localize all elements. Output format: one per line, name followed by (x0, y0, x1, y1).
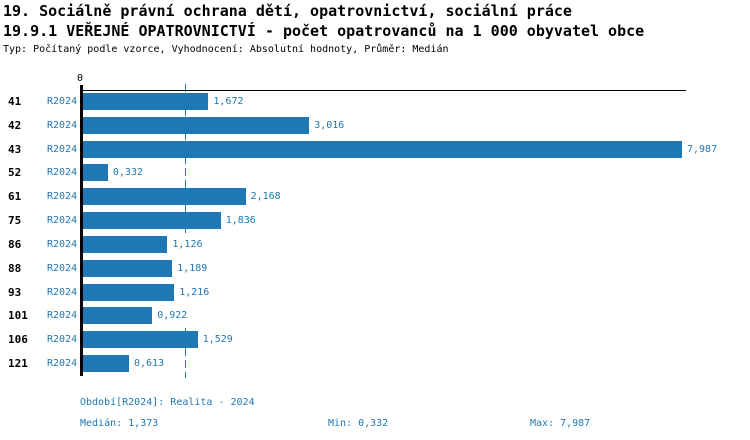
chart-row: 41 R2024 1,672 (0, 90, 750, 114)
footer-min-stat: Min: 0,332 (328, 418, 389, 429)
bar-value-label: 0,332 (112, 161, 143, 186)
series-label: R2024 (47, 358, 78, 370)
bar-value-label: 1,672 (213, 90, 244, 114)
bar-value-label: 0,613 (134, 352, 165, 377)
series-label: R2024 (47, 310, 78, 322)
series-label: R2024 (47, 262, 78, 274)
bar-value-label: 3,016 (314, 113, 345, 138)
series-label: R2024 (47, 96, 78, 107)
bar-value-label: 2,168 (250, 185, 281, 210)
x-axis-line (82, 90, 686, 91)
series-label: R2024 (47, 215, 78, 227)
chart-row: 86 R2024 1,126 (0, 232, 750, 257)
bar (83, 212, 221, 230)
category-label: 41 (8, 95, 22, 108)
report-title: 19. Sociálně právní ochrana dětí, opatro… (3, 2, 572, 20)
plot-area: 41 R2024 1,672 42 R2024 3,016 43 R2024 7,987 52 R2… (0, 90, 750, 377)
y-axis-line (80, 85, 83, 376)
chart-title: 19.9.1 VEŘEJNÉ OPATROVNICTVÍ - počet opa… (3, 22, 645, 40)
chart-row: 93 R2024 1,216 (0, 280, 750, 305)
category-label: 121 (8, 357, 28, 371)
footer-max-stat: Max: 7,987 (530, 418, 591, 429)
bar (83, 164, 108, 182)
category-label: 86 (8, 237, 22, 251)
bar-value-label: 7,987 (687, 137, 718, 162)
bar (83, 235, 168, 253)
chart-subtitle: Typ: Počítaný podle vzorce, Vyhodnocení:… (3, 44, 449, 55)
bar-value-label: 0,922 (157, 304, 188, 329)
series-label: R2024 (47, 286, 78, 298)
bar-value-label: 1,189 (177, 256, 208, 281)
bar-value-label: 1,216 (179, 280, 210, 305)
bar (83, 259, 173, 277)
category-label: 101 (8, 309, 28, 323)
series-label: R2024 (47, 191, 78, 203)
chart-row: 106 R2024 1,529 (0, 328, 750, 353)
series-label: R2024 (47, 143, 78, 155)
category-label: 61 (8, 190, 22, 204)
bar (83, 93, 209, 110)
bar (83, 116, 310, 134)
chart-row: 75 R2024 1,836 (0, 209, 750, 234)
category-label: 75 (8, 214, 22, 228)
series-label: R2024 (47, 167, 78, 179)
category-label: 106 (8, 333, 28, 347)
chart-row: 52 R2024 0,332 (0, 161, 750, 186)
median-reference-line (185, 84, 186, 378)
bar (83, 307, 153, 325)
chart-row: 61 R2024 2,168 (0, 185, 750, 210)
bar (83, 355, 129, 373)
chart-row: 121 R2024 0,613 (0, 352, 750, 377)
chart-row: 101 R2024 0,922 (0, 304, 750, 329)
bar-value-label: 1,126 (172, 232, 203, 257)
bar (83, 140, 682, 158)
bar (83, 188, 246, 206)
bar (83, 283, 175, 301)
bar (83, 331, 198, 349)
category-label: 52 (8, 166, 22, 180)
chart-row: 88 R2024 1,189 (0, 256, 750, 281)
footer-median-stat: Medián: 1,373 (80, 418, 159, 429)
bar-value-label: 1,836 (225, 209, 256, 234)
chart-row: 43 R2024 7,987 (0, 137, 750, 162)
bar-value-label: 1,529 (202, 328, 233, 353)
series-label: R2024 (47, 119, 78, 131)
category-label: 93 (8, 285, 22, 299)
footer-period-label: Období[R2024]: Realita - 2024 (80, 397, 255, 408)
series-label: R2024 (47, 334, 78, 346)
x-axis-zero-tick-label: 0 (76, 73, 84, 84)
chart-row: 42 R2024 3,016 (0, 113, 750, 138)
category-label: 43 (8, 142, 22, 156)
category-label: 88 (8, 261, 22, 275)
category-label: 42 (8, 118, 22, 132)
series-label: R2024 (47, 238, 78, 250)
